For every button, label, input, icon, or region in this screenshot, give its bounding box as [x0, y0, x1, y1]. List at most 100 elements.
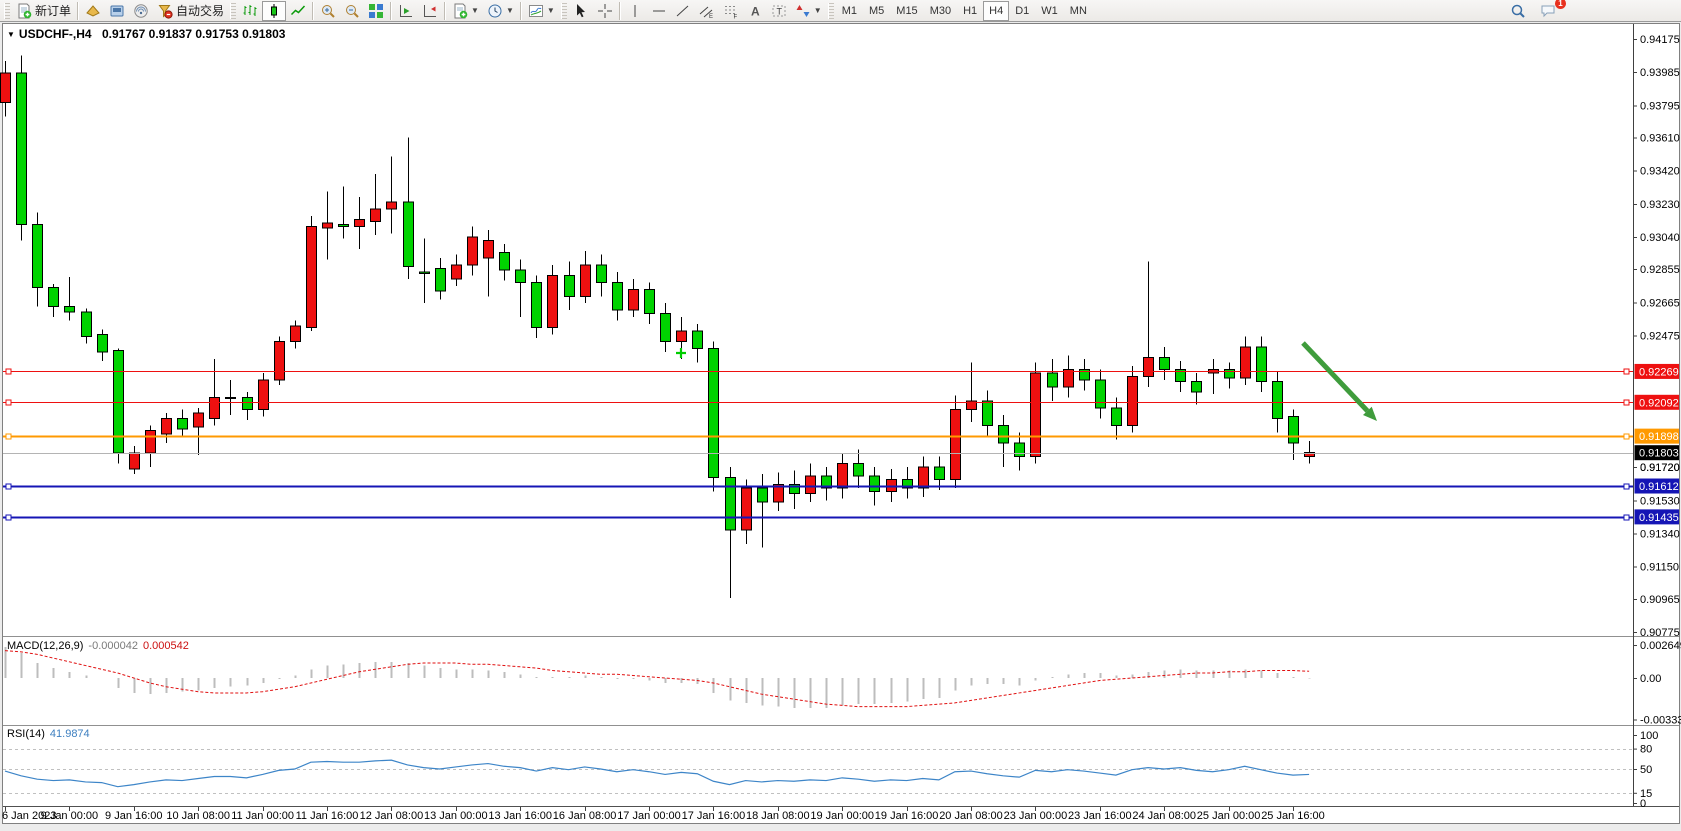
- candle-bear: [660, 313, 671, 343]
- candle-bear: [853, 463, 864, 477]
- timeframe-button-m5[interactable]: M5: [863, 1, 890, 21]
- candle-bear: [64, 306, 75, 313]
- search-button[interactable]: [1506, 1, 1530, 21]
- fibonacci-button[interactable]: F: [719, 1, 743, 21]
- indicators-button[interactable]: ▼: [448, 1, 483, 21]
- time-tick-label: 23 Jan 00:00: [1004, 810, 1068, 822]
- zoom-out-button[interactable]: [340, 1, 364, 21]
- search-icon: [1510, 3, 1526, 19]
- trend-arrow-head[interactable]: [1363, 406, 1377, 421]
- candle-bull: [483, 239, 494, 259]
- timeframe-button-m15[interactable]: M15: [890, 1, 923, 21]
- candle-bull: [322, 222, 333, 229]
- candle-bear: [515, 269, 526, 283]
- horizontal-line-button[interactable]: [647, 1, 671, 21]
- chat-button[interactable]: 1: [1536, 0, 1566, 21]
- zoom-in-button[interactable]: [316, 1, 340, 21]
- templates-icon: [528, 3, 544, 19]
- timeframe-button-h4[interactable]: H4: [983, 0, 1010, 21]
- price-tick-label: 0.91150: [1640, 562, 1679, 574]
- line-handle[interactable]: [5, 483, 12, 490]
- horizontal-lines: [3, 368, 1633, 521]
- periods-button[interactable]: ▼: [483, 1, 518, 21]
- zoom-in-icon: [320, 3, 336, 19]
- candle-bull: [386, 201, 397, 210]
- price-tick-label: 0.92855: [1640, 264, 1680, 276]
- timeframe-button-m30[interactable]: M30: [924, 1, 957, 21]
- auto-scroll-icon: [398, 3, 414, 19]
- candle-bear: [982, 400, 993, 426]
- price-label-level-box: [1634, 428, 1679, 444]
- chart-shift-button[interactable]: [418, 1, 442, 21]
- chat-icon: [1540, 3, 1557, 19]
- price-tick-label: 0.92665: [1640, 297, 1680, 309]
- trend-arrow-line[interactable]: [1301, 341, 1370, 413]
- horizontal-line-icon: [651, 3, 667, 19]
- auto-trading-icon: [157, 3, 173, 19]
- time-tick-label: 13 Jan 00:00: [424, 810, 488, 822]
- signal-icon: [133, 3, 149, 19]
- candlestick-chart-button[interactable]: [262, 0, 287, 21]
- chart-shift-icon: [422, 3, 438, 19]
- bar-chart-button[interactable]: [238, 1, 262, 21]
- cursor-button[interactable]: [569, 1, 593, 21]
- candle-bear: [596, 264, 607, 283]
- vertical-line-button[interactable]: [623, 1, 647, 21]
- timeframe-button-d1[interactable]: D1: [1009, 1, 1035, 21]
- timeframe-button-m1[interactable]: M1: [836, 1, 863, 21]
- candle-bear: [692, 330, 703, 350]
- candle-bear: [1175, 369, 1186, 383]
- time-tick-label: 11 Jan 16:00: [296, 810, 359, 822]
- price-tick-label: 0.93420: [1640, 166, 1680, 178]
- trendline-button[interactable]: [671, 1, 695, 21]
- line-handle[interactable]: [1623, 514, 1630, 521]
- candle-bear: [16, 72, 27, 226]
- auto-scroll-button[interactable]: [394, 1, 418, 21]
- candle-bull: [741, 487, 752, 531]
- candle-bull: [1304, 452, 1315, 458]
- line-handle[interactable]: [5, 514, 12, 521]
- timeframe-button-mn[interactable]: MN: [1064, 1, 1093, 21]
- svg-text:T: T: [776, 6, 782, 16]
- line-handle[interactable]: [1623, 433, 1630, 440]
- tile-windows-button[interactable]: [364, 1, 388, 21]
- svg-text:F: F: [733, 14, 737, 19]
- market-watch-button[interactable]: [81, 1, 105, 21]
- channel-button[interactable]: E: [695, 1, 719, 21]
- line-handle[interactable]: [5, 433, 12, 440]
- price-label-level: 0.91612: [1639, 481, 1679, 493]
- candle-bear: [32, 224, 43, 289]
- svg-text:A: A: [751, 4, 760, 18]
- chevron-down-icon: ▼: [505, 5, 514, 15]
- templates-button[interactable]: ▼: [524, 1, 559, 21]
- text-label-button[interactable]: T: [767, 1, 791, 21]
- price-tick-label: 0.93795: [1640, 100, 1680, 112]
- candle-bear: [1159, 356, 1170, 371]
- auto-trading-button[interactable]: 自动交易: [153, 1, 228, 21]
- candle-bull: [354, 219, 365, 227]
- line-handle[interactable]: [1623, 483, 1630, 490]
- timeframe-button-w1[interactable]: W1: [1035, 1, 1064, 21]
- rsi-tick-label: 50: [1640, 764, 1652, 776]
- fibonacci-icon: F: [723, 3, 739, 19]
- candle-bear: [48, 287, 59, 308]
- crosshair-button[interactable]: [593, 1, 617, 21]
- rsi-line: [4, 759, 1310, 788]
- line-handle[interactable]: [1623, 399, 1630, 406]
- annotations: [676, 341, 1377, 421]
- line-handle[interactable]: [1623, 368, 1630, 375]
- terminal-button[interactable]: [105, 1, 129, 21]
- toolbar-grip: [230, 2, 237, 19]
- candle-bull: [547, 274, 558, 329]
- text-tool-button[interactable]: A: [743, 1, 767, 21]
- signal-button[interactable]: [129, 1, 153, 21]
- line-handle[interactable]: [5, 399, 12, 406]
- new-order-button[interactable]: 新订单: [12, 1, 75, 21]
- timeframe-button-h1[interactable]: H1: [957, 1, 983, 21]
- line-chart-button[interactable]: [286, 1, 310, 21]
- arrows-tool-button[interactable]: ▼: [791, 1, 826, 21]
- line-handle[interactable]: [5, 368, 12, 375]
- candle-bear: [998, 424, 1009, 444]
- cross-marker[interactable]: [676, 348, 686, 358]
